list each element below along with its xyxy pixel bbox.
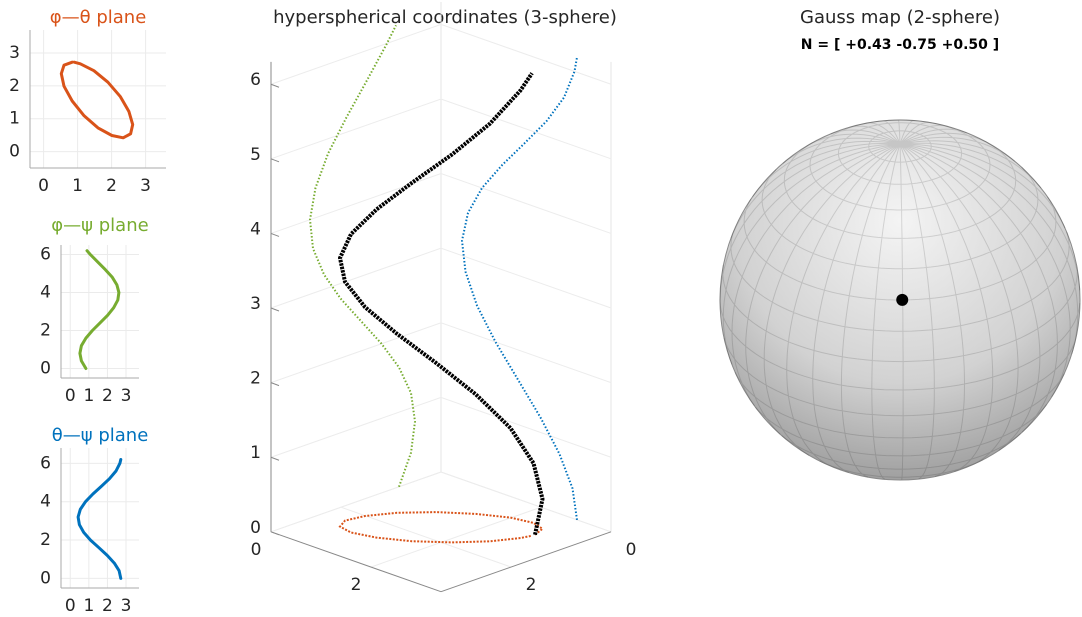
x-tick-label: 0 (626, 540, 637, 560)
x-tick-label: 0 (38, 176, 49, 196)
tick-mark (270, 456, 280, 461)
tick-mark (270, 382, 280, 387)
y-tick-label: 2 (9, 76, 20, 96)
y-tick-label: 0 (40, 568, 51, 588)
projection-xz (308, 24, 417, 488)
grid-line (270, 322, 612, 384)
x-tick-label: 3 (121, 596, 132, 616)
x-tick-label: 3 (121, 386, 132, 406)
y-tick-label: 1 (9, 109, 20, 129)
grid-line (440, 471, 612, 533)
plot-title: φ—θ plane (50, 7, 147, 28)
curve (59, 60, 135, 140)
tick-mark (270, 158, 280, 163)
plot-title: φ—ψ plane (51, 215, 148, 236)
y-tick-label: 2 (40, 530, 51, 550)
z-tick-label: 6 (250, 70, 261, 90)
x-tick-label: 2 (106, 176, 117, 196)
tick-mark (270, 232, 280, 237)
projection-xy (338, 511, 545, 544)
y-tick-label: 3 (9, 43, 20, 63)
z-tick-label: 0 (250, 518, 261, 538)
x-tick-label: 0 (65, 386, 76, 406)
x-tick-label: 1 (83, 386, 94, 406)
x-tick-label: 3 (140, 176, 151, 196)
tick-mark (270, 307, 280, 312)
grid-line (270, 173, 612, 234)
y-tick-label: 0 (40, 359, 51, 379)
grid-line (270, 396, 612, 458)
y-tick-label: 6 (40, 453, 51, 473)
grid-line (270, 471, 442, 533)
y-tick-label: 0 (9, 142, 20, 162)
y-tick-label: 0 (251, 540, 262, 560)
chart-title: hyperspherical coordinates (3-sphere) (273, 7, 617, 28)
grid-line (270, 98, 612, 160)
y-tick-label: 4 (40, 492, 51, 512)
grid-line (340, 506, 512, 568)
z-tick-label: 1 (250, 443, 261, 463)
x-tick-label: 1 (72, 176, 83, 196)
grid-line (270, 471, 612, 533)
z-tick-label: 3 (250, 294, 261, 314)
grid-line (270, 23, 612, 85)
chart-subtitle: N = [ +0.43 -0.75 +0.50 ] (801, 37, 999, 53)
x-tick-label: 0 (65, 596, 76, 616)
z-tick-label: 2 (250, 369, 261, 389)
x-axis (440, 531, 612, 593)
x-tick-label: 2 (526, 575, 537, 595)
y-tick-label: 2 (40, 321, 51, 341)
plot-title: θ—ψ plane (52, 425, 149, 446)
projection-yz (460, 57, 578, 521)
z-tick-label: 4 (250, 219, 261, 239)
chart-title: Gauss map (2-sphere) (800, 7, 1000, 28)
curve (76, 458, 123, 580)
tick-mark (270, 83, 280, 88)
x-tick-label: 2 (102, 386, 113, 406)
normal-point (896, 293, 909, 306)
sphere-grid (719, 119, 1081, 480)
x-tick-label: 2 (102, 596, 113, 616)
grid-line (270, 247, 612, 309)
y-tick-label: 6 (40, 245, 51, 265)
x-tick-label: 1 (83, 596, 94, 616)
y-tick-label: 4 (40, 283, 51, 303)
curve-3d (338, 72, 545, 536)
y-tick-label: 2 (351, 575, 362, 595)
grid-line (370, 506, 542, 568)
y-axis (270, 531, 442, 593)
curve (78, 249, 121, 370)
z-tick-label: 5 (250, 145, 261, 165)
